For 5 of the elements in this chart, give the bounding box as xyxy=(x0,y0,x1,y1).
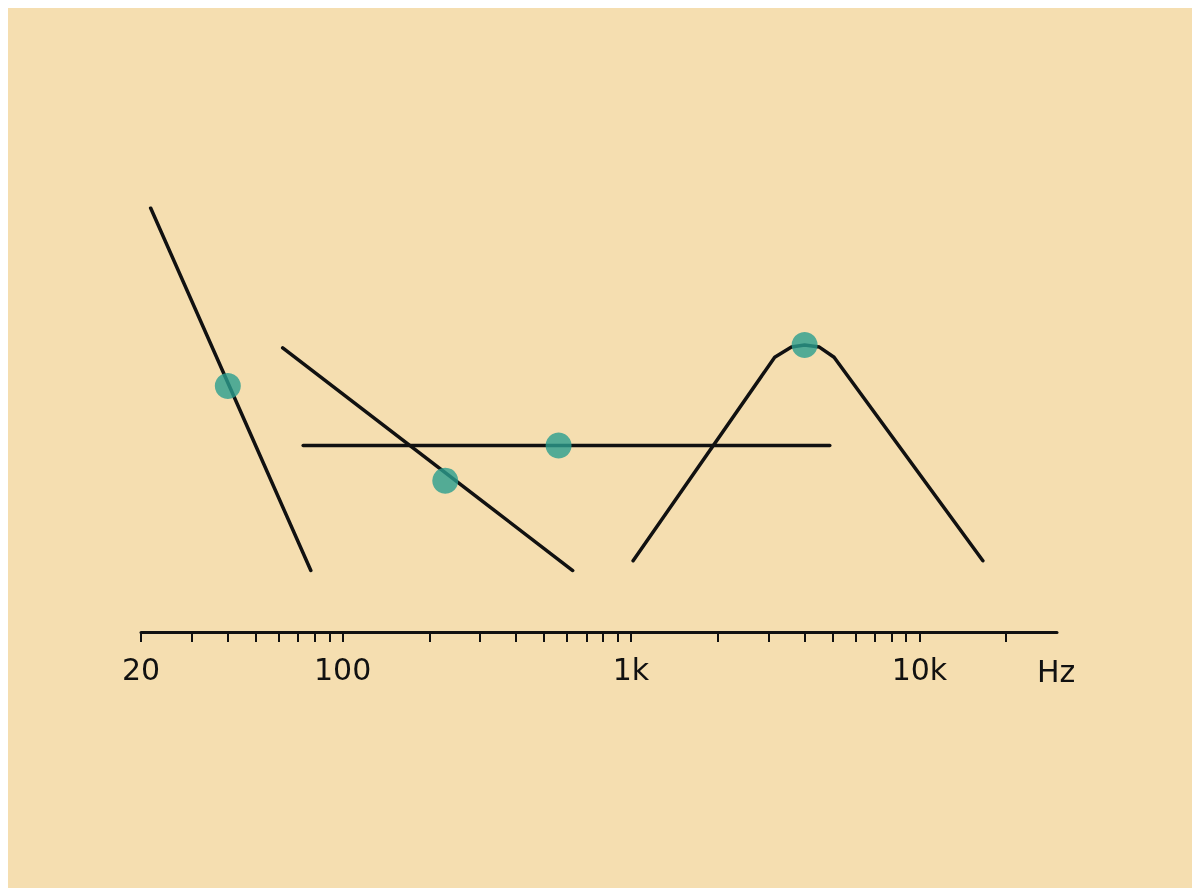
x-tick-label: 1k xyxy=(612,651,650,687)
x-tick-label: 10k xyxy=(891,651,948,687)
x-axis-title: Hz xyxy=(1037,653,1076,689)
x-tick-label: 100 xyxy=(313,651,372,687)
x-tick-label: 20 xyxy=(121,651,161,687)
